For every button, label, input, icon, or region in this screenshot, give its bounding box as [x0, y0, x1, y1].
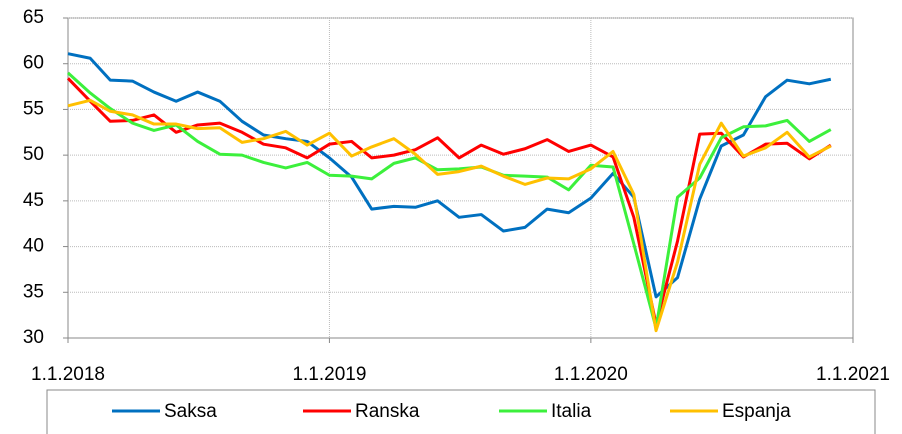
- legend-label: Espanja: [722, 401, 791, 422]
- x-tick-label: 1.1.2020: [554, 364, 628, 385]
- x-tick-label: 1.1.2018: [31, 364, 105, 385]
- y-tick-label: 50: [23, 144, 44, 165]
- x-tick-label: 1.1.2021: [816, 364, 890, 385]
- y-tick-label: 55: [23, 98, 44, 119]
- legend-label: Saksa: [164, 401, 217, 422]
- series-line: [67, 98, 832, 333]
- y-tick-label: 30: [23, 327, 44, 348]
- y-tick-label: 60: [23, 53, 44, 74]
- y-tick-label: 65: [23, 7, 44, 28]
- plot-area: [67, 17, 854, 339]
- y-tick-label: 40: [23, 236, 44, 257]
- legend-label: Ranska: [355, 401, 420, 422]
- series-line: [67, 52, 832, 299]
- series-line: [66, 77, 832, 326]
- y-tick-label: 45: [23, 190, 44, 211]
- x-tick-label: 1.1.2019: [292, 364, 366, 385]
- legend-label: Italia: [551, 401, 592, 422]
- legend-box: [46, 389, 876, 434]
- y-tick-label: 35: [23, 281, 44, 302]
- series-line: [66, 71, 832, 330]
